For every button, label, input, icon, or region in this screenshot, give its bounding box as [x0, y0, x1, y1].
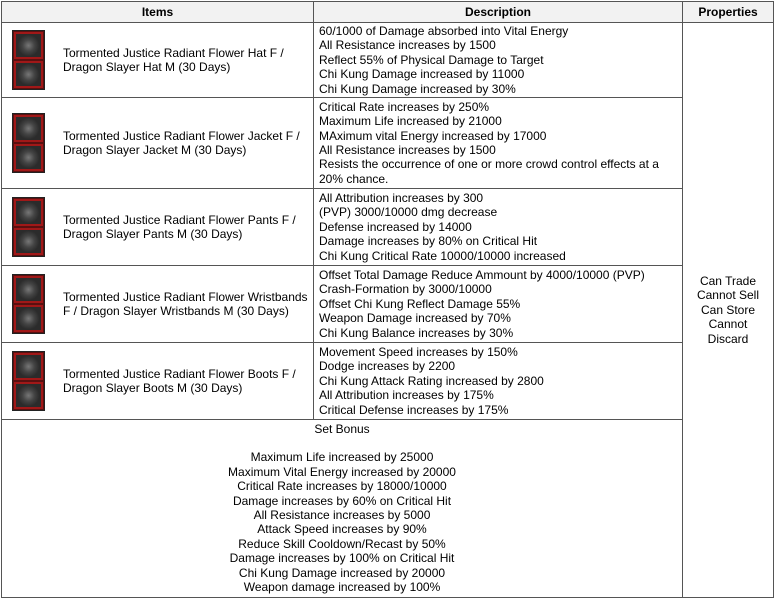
item-icon [12, 351, 45, 411]
item-icon [12, 274, 45, 334]
description-line: All Attribution increases by 175% [319, 388, 494, 403]
header-description: Description [313, 1, 683, 23]
item-icon [12, 113, 45, 173]
property-line: Can Store [700, 302, 756, 317]
item-icon [12, 30, 45, 90]
set-bonus-line: Weapon damage increased by 100% [243, 580, 441, 595]
description-line: Movement Speed increases by 150% [319, 344, 518, 359]
set-bonus-line: Damage increases by 60% on Critical Hit [232, 493, 452, 508]
set-bonus-line: Maximum Vital Energy increased by 20000 [228, 464, 456, 479]
properties-cell: Can Trade Cannot Sell Can Store Cannot Disc… [682, 22, 774, 598]
description-line: Offset Chi Kung Reflect Damage 55% [319, 296, 521, 311]
table-row: Tormented Justice Radiant Flower Wristba… [1, 265, 774, 343]
property-line: Cannot Discard [707, 317, 749, 346]
item-name: Tormented Justice Radiant Flower Boots F… [63, 366, 296, 395]
header-items: Items [1, 1, 314, 23]
description-line: (PVP) 3000/10000 dmg decrease [319, 205, 498, 220]
set-bonus-line: Damage increases by 100% on Critical Hit [229, 551, 455, 566]
set-bonus-row: Set Bonus Maximum Life increased by 25000… [1, 419, 774, 598]
item-name: Tormented Justice Radiant Flower Hat F /… [63, 45, 284, 74]
item-name: Tormented Justice Radiant Flower Pants F… [63, 212, 296, 241]
description-line: All Attribution increases by 300 [319, 190, 484, 205]
set-bonus-line: Attack Speed increases by 90% [257, 522, 427, 537]
description-line: Critical Defense increases by 175% [319, 402, 509, 417]
table-row: Tormented Justice Radiant Flower Boots F… [1, 342, 774, 420]
table-row: Tormented Justice Radiant Flower Hat F /… [1, 22, 774, 598]
description-line: All Resistance increases by 1500 [319, 38, 496, 53]
description-line: 60/1000 of Damage absorbed into Vital En… [319, 23, 569, 38]
item-name: Tormented Justice Radiant Flower Wristba… [63, 289, 308, 318]
item-name: Tormented Justice Radiant Flower Jacket … [63, 128, 300, 157]
description-line: Defense increased by 14000 [319, 219, 472, 234]
property-line: Cannot Sell [696, 288, 760, 303]
description-line: Resists the occurrence of one or more cr… [319, 157, 659, 186]
item-cell: Tormented Justice Radiant Flower Pants F… [1, 188, 314, 266]
description-line: Reflect 55% of Physical Damage to Target [319, 52, 544, 67]
description-line: MAximum vital Energy increased by 17000 [319, 128, 547, 143]
description-cell: All Attribution increases by 300 (PVP) 30… [313, 188, 683, 266]
set-bonus-line: All Resistance increases by 5000 [253, 508, 431, 523]
property-line: Can Trade [699, 273, 757, 288]
set-bonus-line: Critical Rate increases by 18000/10000 [237, 479, 447, 494]
table-row: Tormented Justice Radiant Flower Pants F… [1, 188, 774, 266]
header-properties: Properties [682, 1, 774, 23]
table-row: Tormented Justice Radiant Flower Jacket … [1, 97, 774, 189]
description-line: Maximum Life increased by 21000 [319, 114, 502, 129]
description-line: Crash-Formation by 3000/10000 [319, 282, 492, 297]
description-line: Chi Kung Damage increased by 30% [319, 81, 516, 96]
description-line: Dodge increases by 2200 [319, 359, 456, 374]
item-cell: Tormented Justice Radiant Flower Hat F /… [1, 22, 314, 98]
description-line: Chi Kung Critical Rate 10000/10000 incre… [319, 248, 566, 263]
description-line: Chi Kung Attack Rating increased by 2800 [319, 373, 544, 388]
description-line: All Resistance increases by 1500 [319, 143, 496, 157]
description-cell: Movement Speed increases by 150% Dodge i… [313, 342, 683, 420]
item-cell: Tormented Justice Radiant Flower Boots F… [1, 342, 314, 420]
description-line: Damage increases by 80% on Critical Hit [319, 234, 538, 249]
description-line: Critical Rate increases by 250% [319, 99, 490, 114]
set-bonus-cell: Set Bonus Maximum Life increased by 25000… [1, 419, 683, 598]
item-icon [12, 197, 45, 257]
description-line: Chi Kung Balance increases by 30% [319, 325, 514, 340]
item-cell: Tormented Justice Radiant Flower Jacket … [1, 97, 314, 189]
description-cell: 60/1000 of Damage absorbed into Vital En… [313, 22, 683, 98]
description-line: Chi Kung Damage increased by 11000 [319, 67, 525, 82]
description-line: Offset Total Damage Reduce Ammount by 40… [319, 267, 645, 282]
set-bonus-line: Reduce Skill Cooldown/Recast by 50% [238, 536, 446, 551]
item-cell: Tormented Justice Radiant Flower Wristba… [1, 265, 314, 343]
set-bonus-title: Set Bonus [314, 422, 370, 436]
description-cell: Offset Total Damage Reduce Ammount by 40… [313, 265, 683, 343]
description-line: Weapon Damage increased by 70% [319, 311, 511, 326]
set-bonus-line: Maximum Life increased by 25000 [250, 450, 434, 465]
description-cell: Critical Rate increases by 250% Maximum L… [313, 97, 683, 189]
set-bonus-line: Chi Kung Damage increased by 20000 [238, 565, 446, 580]
